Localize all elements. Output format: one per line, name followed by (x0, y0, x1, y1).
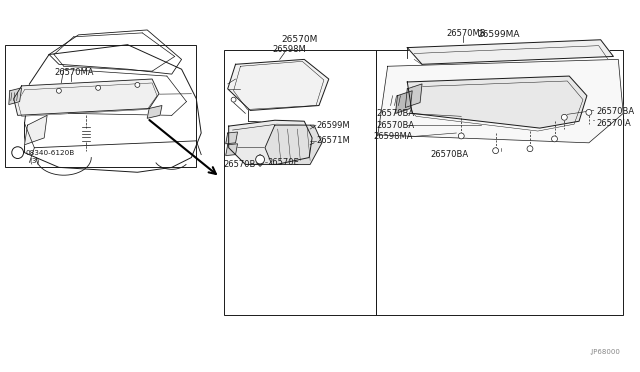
Polygon shape (13, 79, 159, 115)
Text: 26570IA: 26570IA (596, 119, 632, 128)
Polygon shape (407, 76, 587, 128)
Polygon shape (226, 132, 237, 144)
Circle shape (56, 88, 61, 93)
Circle shape (561, 114, 567, 120)
Circle shape (231, 97, 236, 102)
Bar (376, 49, 623, 315)
Text: 26570M: 26570M (281, 35, 317, 44)
Text: 26599MA: 26599MA (477, 31, 520, 39)
Text: (3): (3) (29, 157, 40, 164)
Polygon shape (228, 120, 312, 164)
Polygon shape (226, 144, 237, 155)
Text: 26570MA: 26570MA (54, 68, 93, 77)
Text: 26571M: 26571M (316, 137, 350, 145)
Polygon shape (9, 88, 22, 105)
Bar (5, 45, 196, 167)
Text: S: S (15, 150, 20, 155)
Text: 26570BA: 26570BA (596, 107, 635, 116)
Polygon shape (24, 115, 47, 145)
Circle shape (135, 83, 140, 87)
Text: 26598M: 26598M (273, 45, 307, 54)
Text: 26570BA: 26570BA (377, 121, 415, 130)
Circle shape (458, 133, 464, 139)
Circle shape (493, 148, 499, 154)
Polygon shape (396, 91, 412, 113)
Text: 26570E: 26570E (267, 158, 299, 167)
Circle shape (586, 109, 592, 115)
Polygon shape (257, 155, 263, 166)
Text: 26598MA: 26598MA (373, 132, 412, 141)
Text: 26570BA: 26570BA (377, 109, 415, 118)
Circle shape (552, 136, 557, 142)
Circle shape (255, 155, 264, 164)
Text: 26570B: 26570B (224, 160, 256, 169)
Bar (113, 96, 140, 106)
Polygon shape (378, 60, 623, 143)
Text: .JP68000: .JP68000 (589, 349, 620, 355)
Polygon shape (407, 40, 613, 64)
Text: 26570MB: 26570MB (447, 29, 486, 38)
Text: 26570BA: 26570BA (431, 150, 468, 159)
Circle shape (12, 147, 24, 158)
Polygon shape (147, 106, 162, 118)
Polygon shape (405, 84, 422, 108)
Polygon shape (265, 125, 322, 164)
Circle shape (96, 86, 100, 90)
Bar (224, 49, 376, 315)
Polygon shape (228, 60, 329, 110)
Circle shape (527, 146, 533, 152)
Text: 08340-6120B: 08340-6120B (26, 150, 75, 155)
Text: 26599M: 26599M (316, 121, 349, 130)
